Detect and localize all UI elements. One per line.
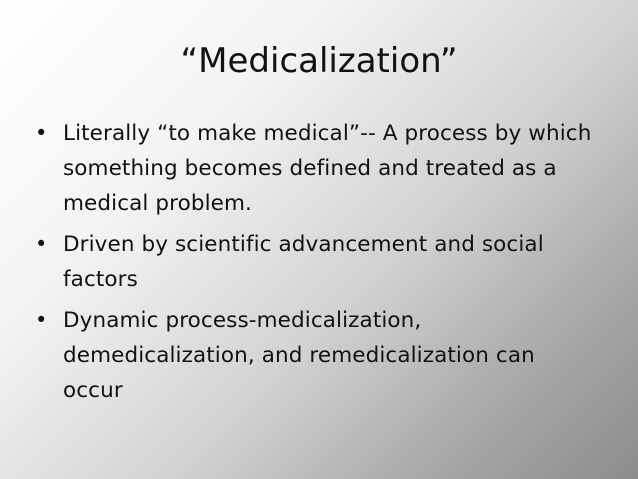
bullet-icon: • (35, 308, 48, 332)
bullet-item-literal-meaning: • Literally “to make medical”-- A proces… (35, 116, 595, 221)
bullet-text-driven-by: Driven by scientific advancement and soc… (63, 232, 544, 292)
bullet-item-driven-by: • Driven by scientific advancement and s… (35, 227, 595, 297)
bullet-list: • Literally “to make medical”-- A proces… (35, 116, 595, 414)
bullet-icon: • (35, 232, 48, 256)
bullet-text-literal-meaning: Literally “to make medical”-- A process … (63, 121, 592, 216)
bullet-icon: • (35, 121, 48, 145)
bullet-text-dynamic-process: Dynamic process-medicalization, demedica… (63, 308, 535, 403)
bullet-item-dynamic-process: • Dynamic process-medicalization, demedi… (35, 303, 595, 408)
slide-title: “Medicalization” (180, 41, 458, 81)
